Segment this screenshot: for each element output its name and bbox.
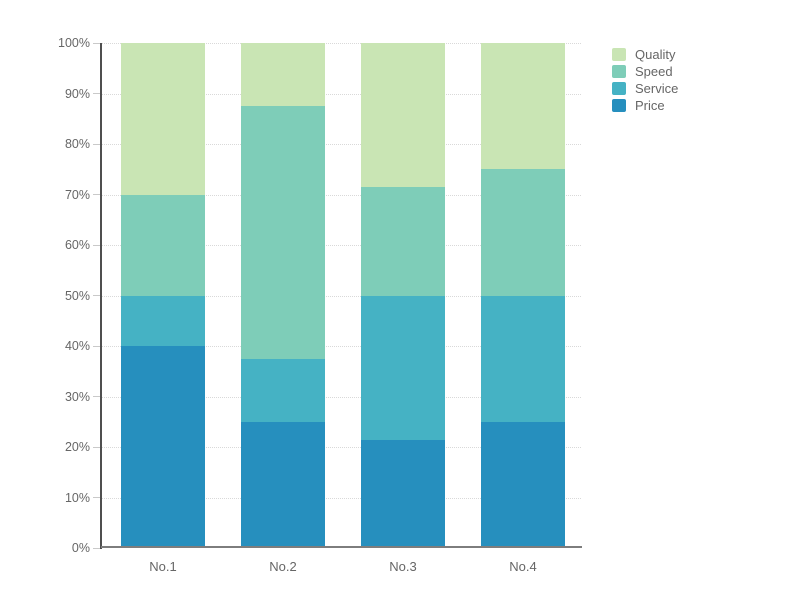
gridline-70% bbox=[101, 194, 581, 196]
y-axis-tick-30% bbox=[93, 396, 100, 397]
y-axis-tick-60% bbox=[93, 244, 100, 246]
legend-swatch-service-icon bbox=[612, 82, 626, 95]
bar-segment-no1-speed[interactable] bbox=[121, 194, 205, 296]
plot-area: 0% 10% 20% 30% 40% 50% 60% 70% 80% 90% 100% No.1 No.… bbox=[58, 36, 581, 574]
legend-item-price[interactable]: Price bbox=[612, 97, 678, 114]
bar-segment-no4-quality[interactable] bbox=[481, 43, 565, 170]
bar-segment-no1-quality[interactable] bbox=[121, 43, 205, 195]
y-axis-label: 10% bbox=[64, 490, 90, 505]
y-axis-tick-0% bbox=[93, 547, 100, 549]
legend-swatch-price-icon bbox=[612, 99, 626, 112]
x-axis-label: No.3 bbox=[389, 559, 417, 574]
gridline-20% bbox=[101, 447, 581, 448]
y-axis-label: 30% bbox=[64, 389, 90, 404]
bar-segment-no4-price[interactable] bbox=[481, 421, 565, 548]
bar-segment-no3-speed[interactable] bbox=[361, 187, 445, 296]
bar-segment-no4-service[interactable] bbox=[481, 295, 565, 422]
legend-label: Speed bbox=[635, 64, 673, 79]
legend-label: Quality bbox=[635, 47, 676, 62]
gridline-30% bbox=[101, 396, 581, 398]
y-axis-tick-10% bbox=[93, 497, 100, 498]
bar-segment-no2-quality[interactable] bbox=[241, 43, 325, 107]
x-axis-label: No.2 bbox=[269, 559, 297, 574]
gridline-90% bbox=[101, 93, 581, 95]
legend-item-quality[interactable]: Quality bbox=[612, 46, 678, 63]
y-axis-label: 20% bbox=[64, 440, 90, 454]
y-axis-tick-100% bbox=[93, 42, 100, 44]
y-axis-tick-90% bbox=[93, 93, 100, 94]
bar-segment-no1-service[interactable] bbox=[121, 295, 205, 346]
legend-item-speed[interactable]: Speed bbox=[612, 63, 678, 80]
y-axis-label: 90% bbox=[64, 86, 90, 101]
y-axis-label: 0% bbox=[71, 541, 90, 555]
legend-swatch-speed-icon bbox=[612, 65, 626, 78]
bar-segment-no2-speed[interactable] bbox=[241, 106, 325, 359]
x-axis-label: No.1 bbox=[149, 559, 177, 574]
gridline-10% bbox=[101, 497, 581, 499]
y-axis-line bbox=[100, 43, 102, 549]
gridline-100% bbox=[101, 43, 581, 44]
bar-segment-no2-service[interactable] bbox=[241, 358, 325, 422]
y-axis-tick-70% bbox=[93, 194, 100, 195]
legend: Quality Speed Service Price bbox=[612, 46, 678, 114]
bar-no4 bbox=[481, 43, 565, 548]
y-axis-label: 70% bbox=[64, 187, 90, 202]
y-axis-label: 40% bbox=[64, 339, 90, 353]
y-axis-label: 100% bbox=[58, 36, 90, 50]
bar-segment-no4-speed[interactable] bbox=[481, 169, 565, 296]
bar-no1 bbox=[121, 43, 205, 548]
gridline-40% bbox=[101, 346, 581, 347]
y-axis-label: 80% bbox=[64, 137, 90, 151]
x-axis-label: No.4 bbox=[509, 559, 537, 574]
legend-swatch-quality-icon bbox=[612, 48, 626, 61]
gridline-80% bbox=[101, 144, 581, 145]
y-axis-tick-50% bbox=[93, 295, 100, 296]
legend-item-service[interactable]: Service bbox=[612, 80, 678, 97]
bar-no2 bbox=[241, 43, 325, 548]
y-axis-tick-40% bbox=[93, 345, 100, 347]
y-axis-label: 60% bbox=[64, 238, 90, 252]
y-axis-label: 50% bbox=[64, 288, 90, 303]
bar-segment-no3-service[interactable] bbox=[361, 295, 445, 440]
bar-segment-no3-quality[interactable] bbox=[361, 43, 445, 188]
bar-no3 bbox=[361, 43, 445, 548]
x-axis-line bbox=[101, 546, 582, 548]
bar-segment-no2-price[interactable] bbox=[241, 421, 325, 548]
y-axis-tick-20% bbox=[93, 446, 100, 448]
gridline-50% bbox=[101, 295, 581, 297]
y-axis-tick-80% bbox=[93, 143, 100, 145]
bar-segment-no1-price[interactable] bbox=[121, 346, 205, 548]
gridline-60% bbox=[101, 245, 581, 246]
legend-label: Service bbox=[635, 81, 679, 96]
legend-label: Price bbox=[635, 98, 665, 113]
bar-segment-no3-price[interactable] bbox=[361, 439, 445, 548]
